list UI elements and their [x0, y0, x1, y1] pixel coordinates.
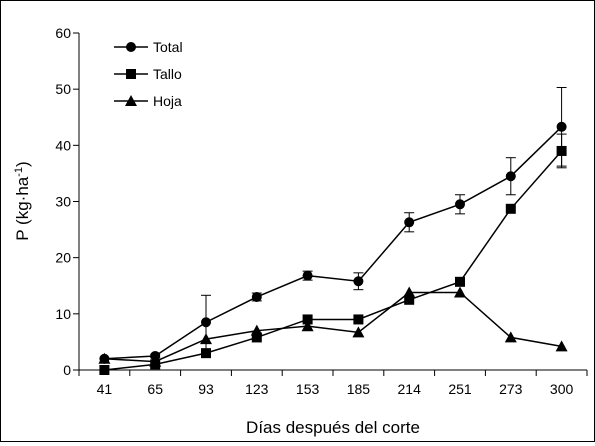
x-tick-label: 65: [147, 381, 163, 397]
data-point-hoja: [352, 326, 365, 338]
y-tick-label: 50: [55, 81, 71, 97]
series-line-tallo: [104, 150, 563, 371]
series-layer: [98, 86, 568, 375]
x-tick-label: 300: [550, 381, 574, 397]
data-point-total: [353, 276, 364, 287]
x-ticks: 41 65 93 123 153 185 214 251 273 300: [78, 370, 588, 397]
legend-label-hoja: Hoja: [153, 93, 182, 109]
series-line-total: [104, 126, 563, 360]
data-point-total: [556, 121, 567, 132]
data-point-tallo: [505, 203, 516, 214]
y-axis-label-close: ): [13, 161, 32, 167]
y-axis-label: P (kg·ha-1): [13, 161, 32, 240]
data-point-tallo: [556, 145, 567, 156]
data-point-hoja: [403, 286, 416, 298]
data-point-hoja: [149, 355, 162, 367]
y-tick-label: 0: [63, 362, 71, 378]
x-tick-label: 93: [198, 381, 214, 397]
x-tick-label: 123: [245, 381, 269, 397]
data-point-tallo: [201, 348, 211, 359]
data-point-hoja: [200, 333, 212, 345]
data-point-tallo: [302, 314, 313, 325]
data-point-tallo: [353, 314, 364, 325]
legend-marker-total: [126, 42, 136, 52]
x-tick-label: 214: [398, 381, 422, 397]
x-tick-label: 185: [347, 381, 371, 397]
data-point-total: [201, 317, 211, 328]
y-tick-label: 10: [55, 306, 71, 322]
y-tick-label: 20: [55, 250, 71, 266]
data-point-total: [455, 199, 465, 210]
data-point-tallo: [251, 332, 262, 343]
data-point-total: [505, 171, 516, 182]
legend-label-tallo: Tallo: [153, 66, 182, 82]
legend-marker-hoja: [125, 95, 137, 106]
y-tick-label: 60: [55, 25, 71, 41]
series-line-hoja: [104, 291, 562, 363]
y-tick-label: 40: [55, 137, 71, 153]
data-point-tallo: [404, 294, 415, 305]
y-axis-label-exponent: -1: [13, 167, 25, 177]
legend-marker-tallo: [126, 69, 136, 79]
legend-item-total: Total: [114, 39, 183, 55]
data-point-total: [251, 291, 262, 302]
x-tick-label: 41: [97, 381, 113, 397]
x-tick-label: 273: [499, 381, 523, 397]
series-tallo: [99, 133, 567, 375]
legend-item-tallo: Tallo: [114, 66, 182, 82]
legend: Total Tallo Hoja: [114, 39, 183, 109]
data-point-tallo: [99, 365, 110, 375]
data-point-hoja: [98, 352, 111, 364]
series-hoja: [98, 286, 568, 367]
data-point-total: [404, 217, 415, 228]
data-point-total: [302, 270, 313, 281]
y-axis-label-main: P (kg·ha: [13, 176, 32, 240]
x-tick-label: 251: [448, 381, 472, 397]
data-point-hoja: [301, 320, 314, 332]
y-ticks: 0 10 20 30 40 50 60: [55, 25, 79, 378]
x-axis-label: Días después del corte: [246, 418, 420, 437]
series-total: [99, 86, 567, 364]
data-point-hoja: [250, 324, 263, 336]
x-tick-label: 153: [296, 381, 320, 397]
data-point-tallo: [455, 276, 465, 287]
legend-item-hoja: Hoja: [114, 93, 182, 109]
data-point-hoja: [454, 286, 466, 298]
data-point-hoja: [555, 340, 568, 352]
y-tick-label: 30: [55, 194, 71, 210]
data-point-hoja: [504, 331, 517, 343]
legend-label-total: Total: [153, 39, 183, 55]
